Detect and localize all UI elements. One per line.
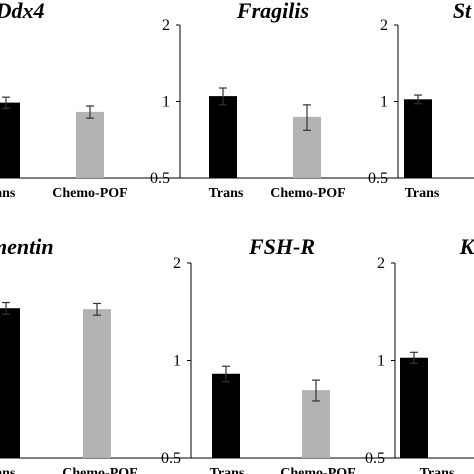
y-tick-label: 0.5 [161,450,181,467]
chart-title: Fragilis [236,0,309,23]
bar [0,308,20,458]
category-label: Chemo-POF [52,186,127,201]
bar [209,96,237,178]
category-label: Trans [0,186,16,201]
category-label: Chemo-POF [62,466,137,474]
chart-title: Vimentin [0,234,54,259]
category-label: Trans [210,466,245,474]
category-label: Trans [420,466,455,474]
y-tick-label: 1 [380,94,388,111]
category-label: Trans [405,186,440,201]
chart-title: St [453,0,472,23]
y-tick-label: 1 [173,353,181,370]
y-tick-label: 2 [377,255,385,272]
y-tick-label: 1 [162,94,170,111]
y-tick-label: 2 [173,255,181,272]
y-tick-label: 2 [380,17,388,34]
bar [83,309,111,458]
chart-title: FSH-R [248,234,315,259]
y-tick-label: 0.5 [365,450,385,467]
y-tick-label: 2 [162,17,170,34]
bar [0,102,20,178]
category-label: Chemo-POF [270,186,345,201]
bar [400,357,428,458]
bar [76,111,104,178]
y-tick-label: 0.5 [150,170,170,187]
chart-title: K [459,234,474,259]
category-label: Trans [0,466,16,474]
chart-title: Ddx4 [0,0,44,23]
category-label: Trans [209,186,244,201]
y-tick-label: 1 [377,353,385,370]
category-label: Chemo-POF [280,466,355,474]
bar [212,373,240,458]
y-tick-label: 0.5 [368,170,388,187]
bar [404,99,432,178]
